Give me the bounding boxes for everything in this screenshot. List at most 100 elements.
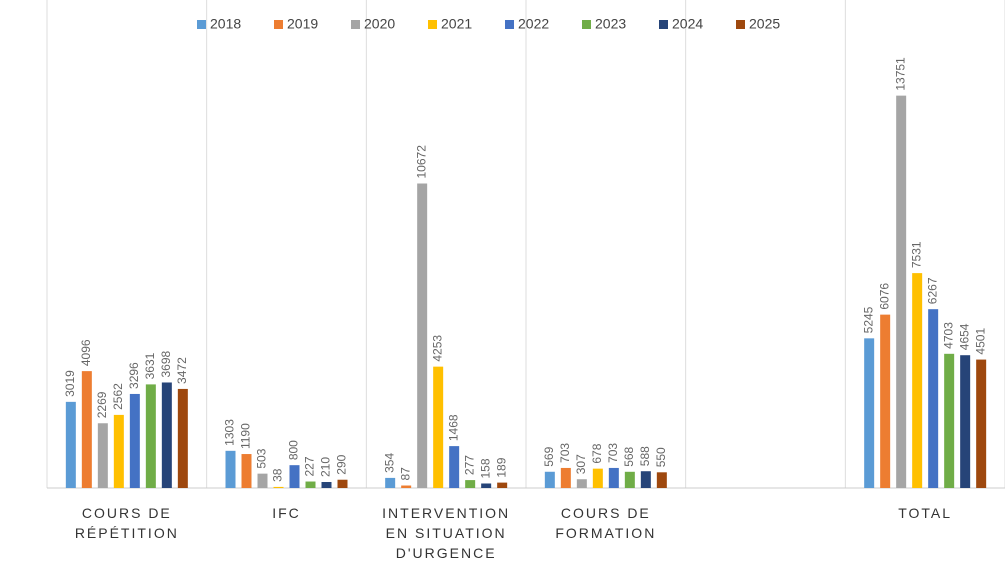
bar (65, 401, 76, 488)
data-label: 3698 (159, 350, 173, 377)
bar (928, 309, 939, 488)
data-label: 503 (255, 448, 269, 468)
bar (401, 485, 412, 488)
data-label: 7531 (909, 241, 923, 268)
bar (433, 366, 444, 488)
bar (321, 482, 332, 488)
data-label: 4654 (957, 323, 971, 350)
data-label: 13751 (893, 57, 907, 91)
data-label: 1468 (446, 414, 460, 441)
bar (81, 371, 92, 488)
bar (592, 468, 603, 488)
data-label: 3631 (143, 352, 157, 379)
bar (97, 423, 108, 488)
bar (417, 183, 428, 489)
x-tick-label: COURS DE FORMATION (555, 505, 657, 541)
bar (896, 95, 907, 489)
legend-label: 2025 (749, 16, 780, 32)
data-label: 1303 (223, 419, 237, 446)
bar (273, 486, 284, 488)
bar (161, 382, 172, 488)
legend-label: 2022 (518, 16, 549, 32)
legend-swatch (659, 20, 668, 29)
data-label: 4501 (973, 328, 987, 355)
bar (960, 355, 971, 488)
bar (129, 393, 140, 488)
legend-swatch (736, 20, 745, 29)
bar (177, 388, 188, 488)
legend-swatch (197, 20, 206, 29)
bar (225, 450, 236, 488)
bar (449, 446, 460, 488)
data-label: 290 (335, 454, 349, 474)
bar (880, 314, 891, 488)
bar (576, 479, 587, 488)
legend-swatch (505, 20, 514, 29)
bar (976, 359, 987, 488)
bar (944, 353, 955, 488)
data-label: 550 (654, 447, 668, 467)
data-label: 227 (303, 456, 317, 476)
data-label: 2562 (111, 383, 125, 410)
bar (608, 467, 619, 488)
data-label: 1190 (239, 423, 253, 449)
legend-swatch (428, 20, 437, 29)
x-tick-label: INTERVENTION EN SITUATION D'URGENCE (382, 505, 511, 561)
legend-label: 2020 (364, 16, 395, 32)
bar (481, 483, 492, 488)
data-label: 3019 (63, 370, 77, 397)
bar (560, 467, 571, 488)
bar (289, 465, 300, 488)
data-label: 3472 (175, 357, 189, 384)
bar (113, 414, 124, 488)
legend-label: 2024 (672, 16, 703, 32)
data-label: 10672 (414, 145, 428, 179)
legend-swatch (351, 20, 360, 29)
data-label: 158 (478, 458, 492, 478)
data-label: 4703 (941, 322, 955, 349)
bar (912, 273, 923, 488)
data-label: 588 (638, 446, 652, 466)
data-label: 2269 (95, 391, 109, 418)
legend-swatch (274, 20, 283, 29)
legend-label: 2021 (441, 16, 472, 32)
data-label: 703 (606, 443, 620, 463)
bar (544, 471, 555, 488)
data-label: 87 (398, 467, 412, 481)
bar (640, 471, 651, 488)
legend-label: 2019 (287, 16, 318, 32)
data-label: 210 (319, 457, 333, 477)
x-tick-label: IFC (272, 505, 301, 521)
data-label: 307 (574, 454, 588, 474)
bar (145, 384, 156, 488)
bar (656, 472, 667, 488)
data-label: 4253 (430, 335, 444, 362)
data-label: 800 (287, 440, 301, 460)
data-label: 354 (382, 453, 396, 473)
data-label: 3296 (127, 362, 141, 389)
legend-swatch (582, 20, 591, 29)
data-label: 38 (271, 468, 285, 482)
data-label: 277 (462, 455, 476, 475)
bar (624, 471, 635, 488)
bar (257, 473, 268, 488)
x-tick-label: COURS DE RÉPÉTITION (74, 505, 179, 541)
data-label: 568 (622, 446, 636, 466)
bar (337, 479, 348, 488)
legend-label: 2018 (210, 16, 241, 32)
bar (241, 454, 252, 488)
bar (465, 480, 476, 488)
bar (305, 481, 316, 488)
bar (497, 482, 508, 488)
bar (864, 338, 875, 488)
data-label: 6267 (925, 277, 939, 304)
data-label: 703 (558, 443, 572, 463)
bar (385, 477, 396, 488)
data-label: 6076 (877, 283, 891, 310)
data-label: 189 (494, 457, 508, 477)
legend-label: 2023 (595, 16, 626, 32)
x-tick-label: TOTAL (898, 505, 953, 521)
data-label: 678 (590, 443, 604, 463)
data-label: 5245 (861, 306, 875, 333)
